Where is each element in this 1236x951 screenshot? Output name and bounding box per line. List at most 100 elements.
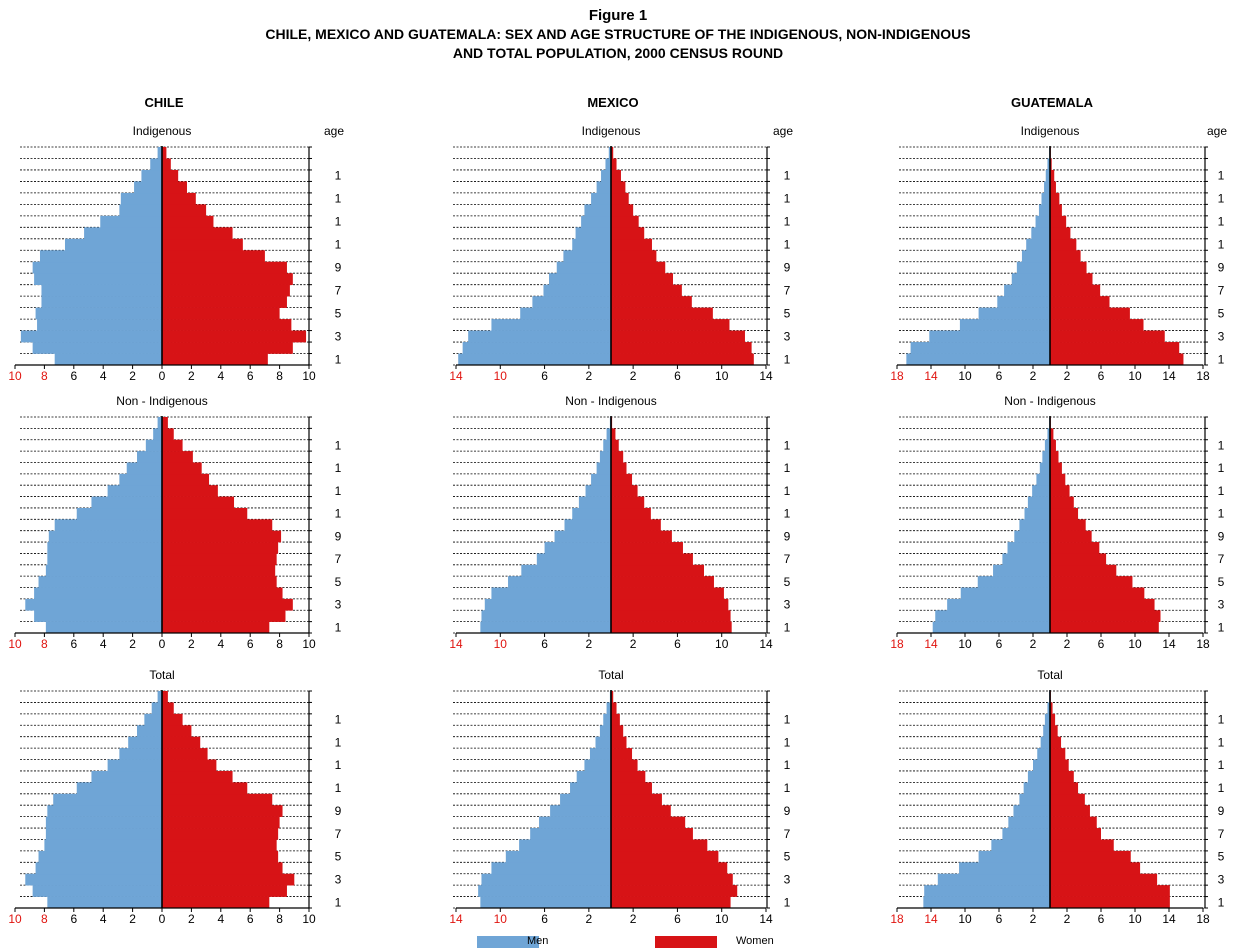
bar-men [1019,519,1050,531]
x-tick-label: 2 [188,637,195,651]
age-label: 7 [1218,283,1225,297]
bar-men [45,816,163,829]
bar-women [1050,158,1052,171]
bar-women [1050,238,1077,251]
age-axis-title: age [324,124,344,138]
bar-women [611,261,666,274]
x-tick-label: 4 [217,369,224,383]
bar-women [1050,342,1180,354]
bar-women [1050,204,1062,217]
age-label: 3 [335,329,342,343]
bar-women [611,621,732,634]
x-tick-label: 6 [674,369,681,383]
bar-women [611,273,673,285]
bar-women [1050,816,1097,829]
bar-men [1002,553,1050,566]
bar-women [162,319,292,331]
bar-women [162,273,293,285]
bar-men [591,192,611,205]
bar-women [1050,542,1100,554]
age-label: 1 [1218,169,1225,183]
x-tick-label: 10 [1128,369,1142,383]
age-label: 3 [335,872,342,886]
bar-men [157,691,162,703]
bar-men [1014,530,1050,543]
age-label: 1 [1218,192,1225,206]
bar-women [611,702,617,715]
x-tick-label: 6 [1098,637,1105,651]
bar-women [162,587,283,600]
legend-label-women: Women [736,935,774,947]
bar-women [1050,564,1117,577]
bar-women [162,873,295,886]
bar-men [25,598,163,611]
bar-women [162,192,196,205]
bar-women [1050,805,1090,817]
bar-women [611,542,683,554]
bar-men [1031,227,1050,240]
age-label: 5 [335,306,342,320]
bar-women [611,462,627,475]
bar-men [978,307,1050,320]
x-tick-label: 10 [8,369,22,383]
x-tick-label: 2 [1064,912,1071,926]
bar-women [611,192,629,205]
x-tick-label: 4 [100,637,107,651]
bar-men [137,451,162,463]
age-label: 1 [335,895,342,909]
x-tick-label: 2 [630,637,637,651]
bar-men [478,885,611,897]
bar-men [606,428,611,441]
bar-women [1050,451,1059,463]
bar-women [162,169,179,182]
x-tick-label: 4 [217,912,224,926]
bar-women [162,519,273,531]
bar-women [611,227,645,240]
bar-men [596,181,611,194]
bar-men [1045,169,1050,182]
bar-women [162,713,183,726]
bar-women [162,782,248,795]
bar-men [44,839,162,852]
bar-women [611,576,714,588]
bar-women [162,147,167,159]
age-label: 9 [335,260,342,274]
bar-men [993,564,1050,577]
age-label: 1 [784,352,791,366]
bar-men [560,793,611,806]
bar-men [596,462,611,475]
bar-women [1050,530,1092,543]
bar-men [54,519,162,531]
bar-men [1004,284,1050,297]
age-label: 9 [784,260,791,274]
bar-men [32,885,162,897]
bar-women [162,342,293,354]
bar-men [145,439,162,452]
bar-men [1047,428,1050,441]
x-tick-label: 8 [276,637,283,651]
bar-men [978,850,1050,863]
bar-men [462,342,611,354]
bar-women [1050,885,1170,897]
bar-women [1050,473,1066,486]
bar-women [162,261,287,274]
x-tick-label: 14 [449,369,463,383]
bar-men [45,564,163,577]
age-label: 1 [784,758,791,772]
age-axis-title: age [773,124,793,138]
panel-title: Total [1037,668,1062,682]
bar-men [1042,451,1050,463]
age-label: 1 [335,438,342,452]
bar-men [556,261,611,274]
bar-women [1050,507,1079,520]
age-label: 1 [1218,758,1225,772]
bar-men [924,885,1050,897]
age-label: 1 [335,461,342,475]
bar-men [606,702,611,715]
bar-women [1050,759,1069,772]
bar-women [611,610,731,622]
bar-women [611,828,693,840]
x-tick-label: 18 [1196,912,1210,926]
bar-women [162,621,270,634]
